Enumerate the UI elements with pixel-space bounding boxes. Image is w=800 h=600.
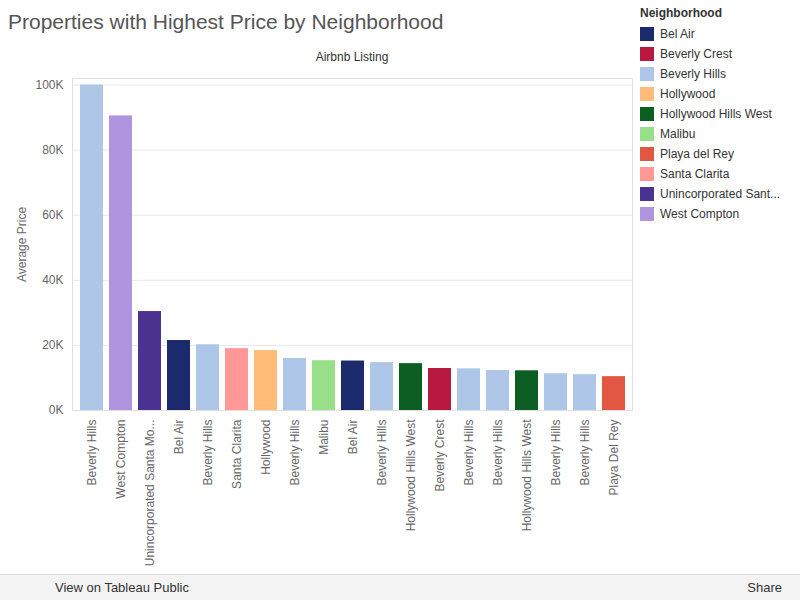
svg-text:Beverly Hills: Beverly Hills	[85, 420, 99, 486]
svg-text:Hollywood Hills West: Hollywood Hills West	[404, 419, 418, 531]
svg-text:Bel Air: Bel Air	[346, 420, 360, 455]
svg-text:Beverly Crest: Beverly Crest	[433, 419, 447, 492]
svg-text:100K: 100K	[35, 78, 63, 92]
html-text:View on Tableau Public: View on Tableau Public	[55, 580, 189, 595]
svg-text:Average Price: Average Price	[15, 207, 29, 282]
html-text:Malibu: Malibu	[660, 127, 696, 141]
html-text:Share: Share	[747, 580, 782, 595]
svg-text:Beverly Hills: Beverly Hills	[201, 420, 215, 486]
html-text:Properties with Highest Price: Properties with Highest Price by Neighbo…	[8, 10, 444, 33]
html-text:Neighborhood: Neighborhood	[640, 6, 722, 20]
svg-text:Beverly Hills: Beverly Hills	[375, 420, 389, 486]
html-text:Unincorporated Sant...: Unincorporated Sant...	[660, 187, 781, 201]
svg-text:Playa Del Rey: Playa Del Rey	[607, 420, 621, 496]
svg-text:Hollywood Hills West: Hollywood Hills West	[520, 419, 534, 531]
html-text:Playa del Rey: Playa del Rey	[660, 147, 734, 161]
html-text:Santa Clarita: Santa Clarita	[660, 167, 730, 181]
html-text:Hollywood: Hollywood	[660, 87, 716, 101]
svg-text:Malibu: Malibu	[317, 420, 331, 455]
svg-text:Bel Air: Bel Air	[172, 420, 186, 455]
html-text:Beverly Crest: Beverly Crest	[660, 47, 732, 61]
svg-text:Beverly Hills: Beverly Hills	[549, 420, 563, 486]
svg-text:Hollywood: Hollywood	[259, 420, 273, 475]
svg-text:Santa Clarita: Santa Clarita	[230, 419, 244, 489]
svg-text:West Compton: West Compton	[114, 420, 128, 499]
svg-text:Beverly Hills: Beverly Hills	[288, 420, 302, 486]
svg-text:Beverly Hills: Beverly Hills	[491, 420, 505, 486]
svg-text:Beverly Hills: Beverly Hills	[578, 420, 592, 486]
html-text:Beverly Hills: Beverly Hills	[660, 67, 726, 81]
html-text:Bel Air: Bel Air	[660, 27, 695, 41]
html-text:West Compton: West Compton	[660, 207, 740, 221]
svg-text:20K: 20K	[42, 338, 63, 352]
svg-text:80K: 80K	[42, 143, 63, 157]
svg-text:Unincorporated Santa Mo...: Unincorporated Santa Mo...	[143, 420, 157, 567]
html-text:Airbnb Listing: Airbnb Listing	[315, 50, 389, 64]
svg-text:0K: 0K	[49, 403, 64, 417]
svg-text:60K: 60K	[42, 208, 63, 222]
svg-text:Beverly Hills: Beverly Hills	[462, 420, 476, 486]
svg-text:40K: 40K	[42, 273, 63, 287]
html-text:Hollywood Hills West: Hollywood Hills West	[660, 107, 772, 121]
